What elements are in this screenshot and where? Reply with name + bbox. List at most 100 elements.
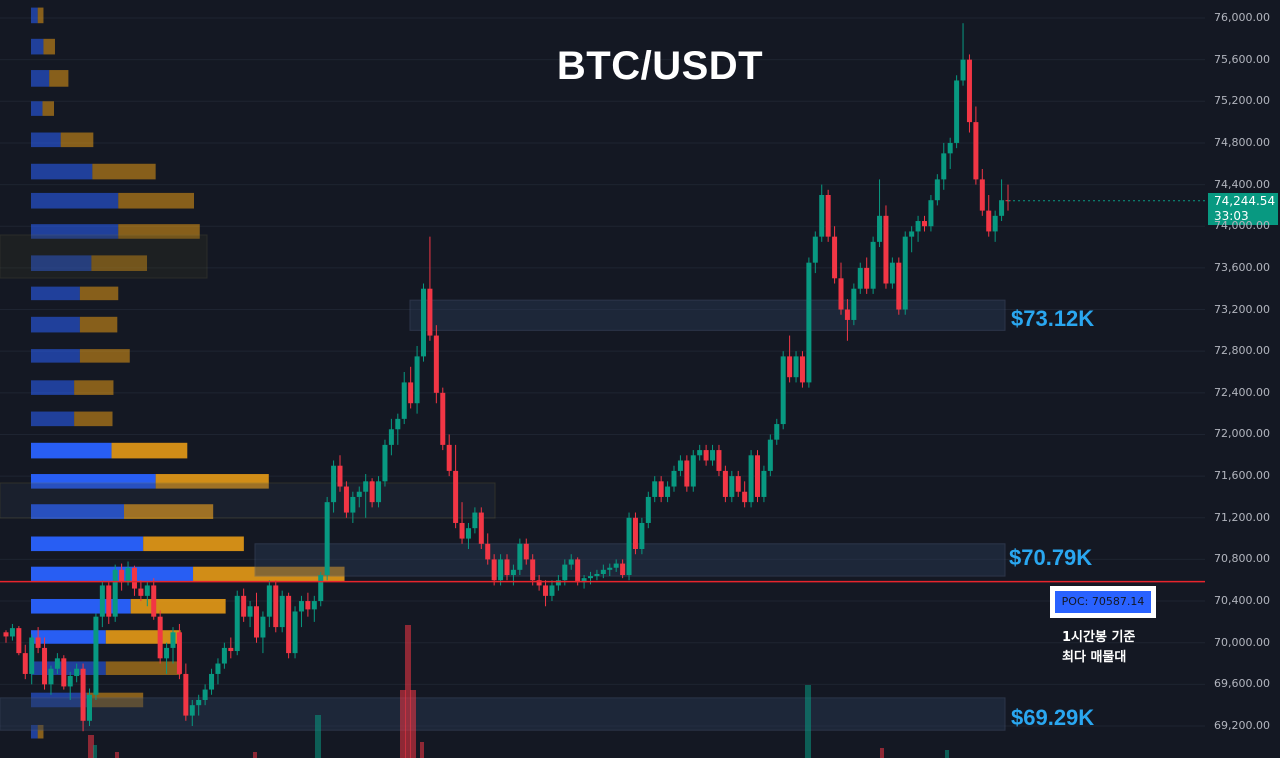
- candle-body: [395, 418, 401, 430]
- volume-profile-buy: [31, 536, 144, 552]
- price-axis-tick: 69,200.00: [1214, 719, 1270, 732]
- candle-body: [581, 578, 587, 583]
- candle-body: [241, 595, 247, 617]
- candle-body: [915, 221, 921, 232]
- volume-profile-buy: [31, 349, 80, 363]
- candle-body: [864, 267, 870, 289]
- candle-body: [877, 215, 883, 242]
- price-axis-tick: 70,800.00: [1214, 552, 1270, 566]
- candle-body: [485, 543, 491, 560]
- candle-body: [870, 241, 876, 289]
- candle-body: [799, 356, 805, 383]
- zone-box: [409, 299, 1006, 331]
- volume-profile-buy: [31, 192, 119, 209]
- candle-body: [716, 450, 722, 471]
- volume-profile-buy: [31, 692, 87, 708]
- price-axis-tick: 72,800.00: [1214, 344, 1270, 358]
- candle-body: [119, 569, 125, 583]
- candle-body: [780, 356, 786, 425]
- candle-body: [388, 429, 394, 445]
- candle-body: [909, 231, 915, 237]
- volume-profile-buy: [31, 38, 44, 55]
- candle-body: [632, 517, 638, 549]
- candle-body: [369, 481, 375, 503]
- candle-body: [131, 567, 137, 589]
- candle-body: [363, 481, 369, 492]
- candle-body: [889, 262, 895, 284]
- candle-body: [318, 575, 324, 602]
- candle-body: [35, 637, 41, 648]
- price-axis-tick: 69,600.00: [1214, 677, 1270, 691]
- candle-body: [510, 569, 516, 576]
- candle-body: [298, 601, 304, 612]
- volume-profile-sell: [111, 442, 188, 459]
- candle-body: [67, 676, 73, 687]
- candle-body: [742, 491, 748, 503]
- candle-body: [453, 470, 459, 523]
- volume-profile-buy: [31, 724, 38, 739]
- volume-bar: [400, 690, 406, 758]
- candle-body: [260, 616, 266, 638]
- poc-label-box: POC: 70587.14: [1050, 586, 1156, 618]
- price-axis-tick: 72,000.00: [1214, 427, 1270, 441]
- candle-body: [491, 559, 497, 581]
- volume-profile-sell: [43, 38, 55, 55]
- candle-body: [562, 564, 568, 581]
- candle-body: [844, 309, 850, 320]
- candle-body: [960, 59, 966, 81]
- last-price-value: 74,244.54: [1214, 194, 1276, 208]
- candle-body: [3, 632, 9, 637]
- candle-body: [934, 179, 940, 201]
- volume-profile-sell: [118, 192, 194, 209]
- candle-body: [414, 356, 420, 404]
- candle-body: [324, 502, 330, 576]
- zone-label-73k: $73.12K: [1011, 306, 1095, 331]
- candle-body: [896, 262, 902, 310]
- candle-body: [568, 559, 574, 565]
- candle-body: [639, 522, 645, 549]
- volume-profile-buy: [31, 7, 38, 24]
- candle-body: [22, 653, 28, 674]
- candle-body: [992, 215, 998, 232]
- candle-body: [819, 195, 825, 237]
- candle-body: [677, 460, 683, 471]
- candle-body: [54, 658, 60, 669]
- candle-body: [755, 455, 760, 497]
- volume-profile-buy: [31, 566, 194, 582]
- poc-note-line1: 1시간봉 기준: [1062, 630, 1136, 645]
- candle-body: [832, 236, 838, 279]
- volume-profile-sell: [37, 7, 44, 24]
- candle-body: [164, 647, 170, 659]
- candle-body: [549, 585, 555, 596]
- volume-profile-sell: [49, 70, 69, 87]
- candle-body: [61, 658, 67, 687]
- candle-body: [722, 470, 728, 497]
- candle-body: [189, 705, 195, 716]
- poc-annotation: 1시간봉 기준 최다 매물대: [1062, 628, 1135, 668]
- candle-body: [729, 476, 735, 497]
- candle-body: [787, 356, 793, 378]
- candle-body: [504, 559, 510, 576]
- candle-body: [408, 382, 414, 404]
- candle-body: [555, 580, 561, 586]
- volume-profile-buy: [31, 380, 75, 395]
- candle-body: [183, 673, 189, 716]
- volume-profile-buy: [31, 504, 125, 519]
- candle-body: [446, 444, 452, 471]
- volume-profile-buy: [31, 255, 92, 272]
- volume-profile-sell: [42, 101, 55, 116]
- volume-profile-buy: [31, 163, 93, 180]
- candle-body: [703, 450, 709, 461]
- price-axis-tick: 75,600.00: [1214, 52, 1270, 66]
- price-axis-tick: 74,800.00: [1214, 135, 1270, 149]
- volume-profile-sell: [130, 598, 226, 614]
- candle-body: [883, 215, 889, 284]
- chart-title: BTC/USDT: [556, 44, 764, 88]
- volume-bar: [88, 735, 94, 758]
- candle-body: [421, 288, 426, 357]
- candle-body: [74, 668, 80, 677]
- volume-bar: [253, 752, 257, 758]
- candle-body: [254, 606, 259, 638]
- last-price-tag: 74,244.54 33:03: [1208, 193, 1278, 225]
